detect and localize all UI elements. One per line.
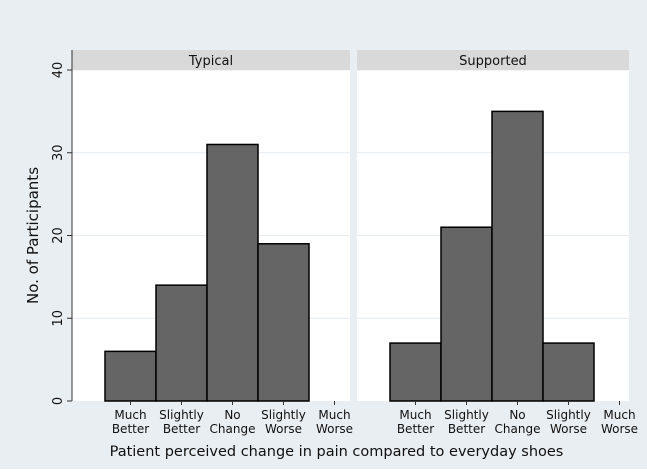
x-tick-label-line: Slightly [159, 408, 204, 422]
x-tick-label-line: Much [318, 408, 350, 422]
x-tick-label-line: Better [163, 422, 200, 436]
x-tick-label: Slightly Worse [546, 408, 591, 436]
bar [491, 110, 544, 402]
x-tick-label-line: Much [603, 408, 635, 422]
panel-title: Typical [188, 54, 233, 69]
y-tick-label: 30 [51, 144, 66, 161]
panel-title: Supported [459, 54, 527, 69]
x-tick-label-line: Worse [316, 422, 353, 436]
x-tick-label-line: Worse [601, 422, 638, 436]
bar [104, 350, 157, 402]
x-tick-label-line: Much [114, 408, 146, 422]
x-tick-label: No Change [210, 408, 256, 436]
x-tick-label-line: Worse [550, 422, 587, 436]
x-tick-label: Slightly Better [159, 408, 204, 436]
x-tick-label: Slightly Worse [261, 408, 306, 436]
x-tick-label-line: Change [495, 422, 541, 436]
bar [440, 226, 493, 402]
x-tick-label: Slightly Better [444, 408, 489, 436]
x-tick-label: Much Better [397, 408, 434, 436]
x-tick-label: Much Worse [601, 408, 638, 436]
x-tick-label-line: Slightly [261, 408, 306, 422]
y-tick-label: 10 [51, 310, 66, 327]
x-tick-label-line: Change [210, 422, 256, 436]
x-tick-label: No Change [495, 408, 541, 436]
bar [542, 342, 595, 402]
y-tick-label: 40 [51, 62, 66, 79]
x-tick-label-line: Worse [265, 422, 302, 436]
bar [206, 143, 259, 402]
x-tick-label-line: Better [112, 422, 149, 436]
x-tick-label: Much Worse [316, 408, 353, 436]
x-tick-label-line: No [509, 408, 525, 422]
x-axis-label: Patient perceived change in pain compare… [110, 444, 564, 460]
bar [389, 342, 442, 402]
panel-header-0 [72, 50, 350, 70]
x-tick-label-line: Much [399, 408, 431, 422]
panel-header-1 [357, 50, 629, 70]
bar [155, 284, 208, 402]
y-tick-label: 0 [51, 397, 66, 405]
x-tick-label-line: No [224, 408, 240, 422]
x-tick-label: Much Better [112, 408, 149, 436]
bar [257, 243, 310, 402]
x-tick-label-line: Better [397, 422, 434, 436]
y-tick-label: 20 [51, 227, 66, 244]
x-tick-label-line: Slightly [444, 408, 489, 422]
x-tick-label-line: Slightly [546, 408, 591, 422]
y-axis-label: No. of Participants [24, 167, 42, 304]
x-tick-label-line: Better [448, 422, 485, 436]
